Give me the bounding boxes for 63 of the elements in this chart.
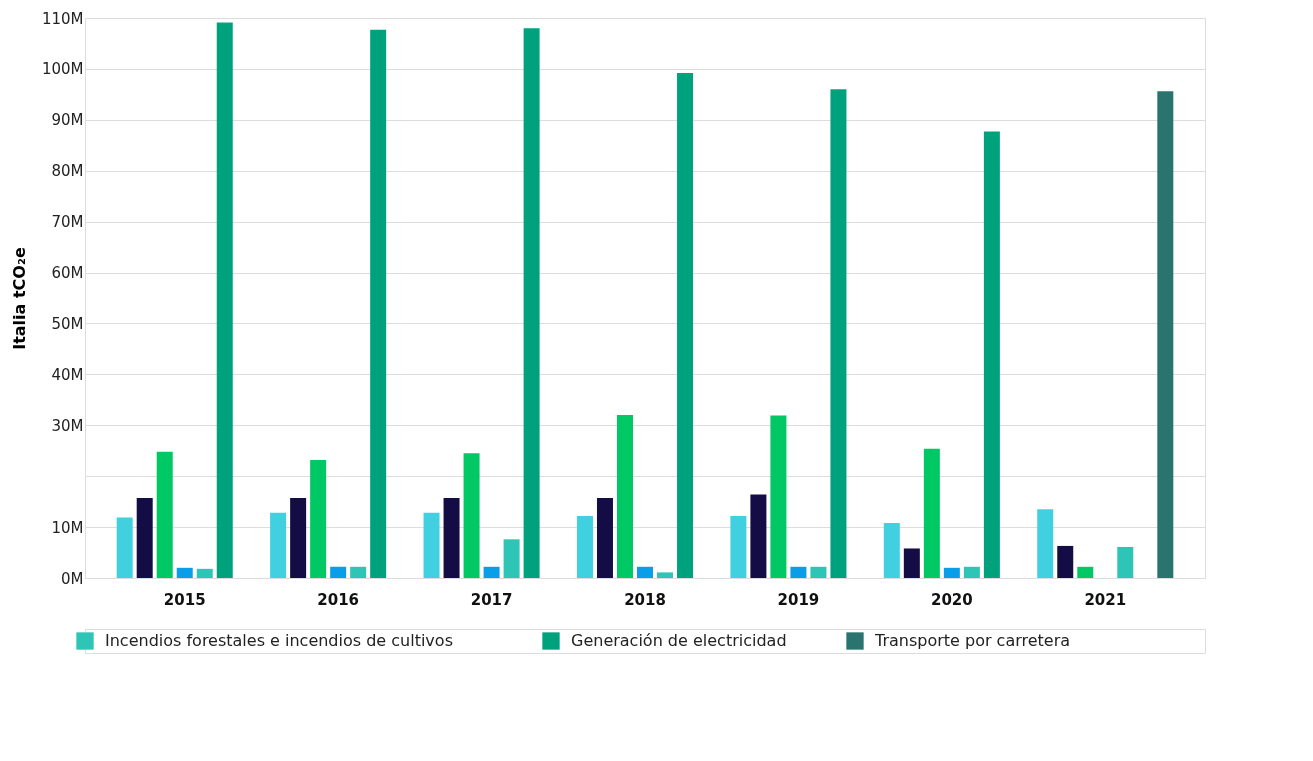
bar: [883, 523, 900, 578]
bar: [330, 566, 347, 578]
bar: [443, 498, 460, 578]
legend-label: Generación de electricidad: [571, 631, 787, 650]
x-tick-label: 2016: [317, 590, 360, 609]
y-tick-label: 100M: [41, 60, 84, 79]
bar: [290, 498, 307, 578]
x-tick-label: 2018: [624, 590, 666, 609]
bar: [596, 498, 613, 578]
bar: [637, 566, 653, 578]
bar: [350, 566, 367, 578]
bar: [1057, 545, 1074, 578]
bar: [463, 453, 480, 578]
x-tick-label: 2019: [777, 590, 820, 609]
bar: [116, 517, 133, 578]
bar: [156, 451, 173, 578]
bar: [1077, 566, 1094, 578]
x-tick-label: 2015: [163, 590, 206, 609]
y-tick-label: 70M: [51, 213, 84, 232]
bar: [483, 566, 500, 578]
bar: [903, 548, 920, 578]
bar: [1037, 509, 1054, 578]
bar: [196, 568, 213, 578]
bar: [963, 566, 980, 578]
bar: [657, 572, 674, 578]
y-tick-label: 0M: [61, 569, 84, 588]
y-tick-label: 10M: [51, 518, 84, 537]
bar: [136, 498, 153, 578]
bar: [810, 566, 827, 578]
y-tick-label: 50M: [51, 314, 84, 333]
x-tick-label: 2020: [930, 590, 973, 609]
y-tick-label: 60M: [51, 264, 84, 283]
bar: [523, 28, 540, 578]
bar: [983, 131, 1000, 578]
bar: [503, 539, 520, 578]
bar: [770, 415, 787, 578]
bar: [943, 567, 960, 578]
y-tick-label: 80M: [51, 162, 84, 181]
bar: [730, 515, 747, 578]
bar: [576, 515, 593, 578]
bar: [677, 72, 694, 578]
bar: [270, 512, 287, 578]
y-tick-label: 30M: [51, 416, 84, 435]
x-tick-label: 2021: [1084, 590, 1127, 609]
x-tick-label: 2017: [470, 590, 513, 609]
y-tick-label: 40M: [51, 365, 84, 384]
bar: [790, 566, 807, 578]
bar: [750, 494, 767, 578]
bar: [423, 512, 440, 578]
y-tick-label: 90M: [51, 111, 84, 130]
bar: [370, 29, 387, 578]
bar: [176, 567, 193, 578]
y-tick-label: 110M: [41, 9, 84, 28]
bar: [1157, 91, 1174, 578]
bar: [216, 22, 233, 578]
bar: [616, 415, 633, 578]
legend-label: Incendios forestales e incendios de cultivos: [105, 631, 453, 650]
bar: [1117, 546, 1134, 578]
bar: [310, 459, 327, 578]
bar: [923, 448, 940, 578]
bar: [830, 89, 847, 578]
y-axis-title: Italia tCO₂e: [9, 247, 29, 350]
legend-label: Transporte por carretera: [874, 631, 1071, 650]
